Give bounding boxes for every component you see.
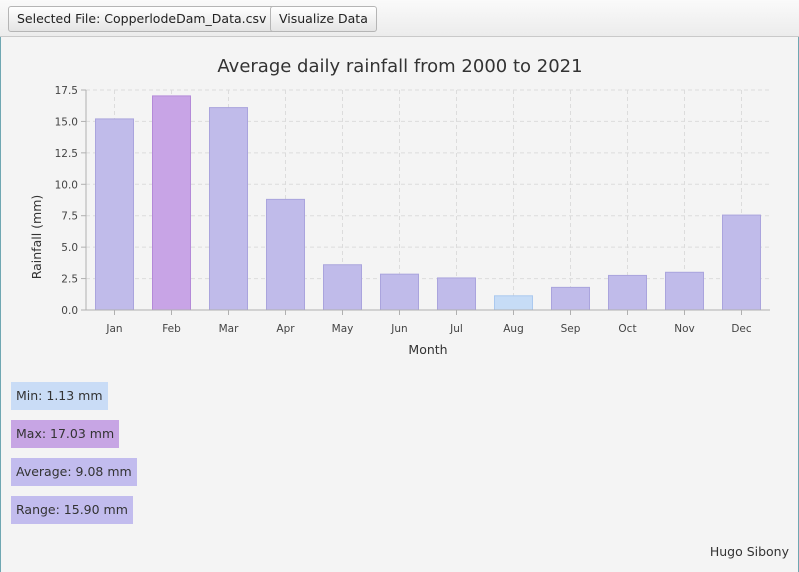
x-tick-label: Sep	[561, 323, 581, 335]
x-tick-label: Jun	[390, 323, 407, 335]
y-tick-label: 0.0	[61, 305, 78, 317]
x-tick-label: Jul	[449, 323, 463, 335]
x-tick-label: Dec	[731, 323, 752, 335]
bar-may	[323, 264, 362, 311]
x-tick-label: Oct	[618, 323, 636, 335]
bar-feb	[152, 95, 191, 311]
y-tick-label: 2.5	[61, 274, 78, 286]
selected-file-button[interactable]: Selected File: CopperlodeDam_Data.csv	[8, 6, 276, 32]
x-axis: Jan Feb Mar Apr May Jun Jul Aug Sep Oct Nov Dec	[86, 309, 770, 335]
y-axis: 0.0 2.5 5.0 7.5 10.0 12.5 15.0 17.5	[55, 85, 87, 317]
bar-jul	[437, 277, 476, 311]
x-tick-label: Mar	[219, 323, 239, 335]
left-border	[0, 37, 1, 572]
y-tick-label: 17.5	[55, 85, 78, 97]
bar-jan	[95, 118, 134, 311]
bar-oct	[608, 274, 647, 311]
average-stat: Average: 9.08 mm	[11, 458, 137, 486]
x-axis-label: Month	[408, 342, 447, 357]
rainfall-bar-chart: Average daily rainfall from 2000 to 2021…	[29, 56, 770, 357]
toolbar: Selected File: CopperlodeDam_Data.csv Vi…	[0, 0, 799, 37]
min-stat: Min: 1.13 mm	[11, 382, 108, 410]
chart-bars	[95, 95, 761, 311]
x-tick-label: Jan	[105, 323, 122, 335]
max-stat: Max: 17.03 mm	[11, 420, 120, 448]
x-tick-label: Nov	[674, 323, 695, 335]
y-tick-label: 15.0	[55, 116, 78, 128]
x-tick-label: Aug	[503, 323, 524, 335]
y-tick-label: 7.5	[61, 211, 78, 223]
author-credit: Hugo Sibony	[709, 544, 789, 559]
x-tick-label: Apr	[276, 323, 295, 335]
visualize-data-button[interactable]: Visualize Data	[270, 6, 377, 32]
y-axis-label: Rainfall (mm)	[29, 195, 44, 280]
x-tick-label: May	[332, 323, 354, 335]
x-tick-label: Feb	[162, 323, 181, 335]
y-tick-label: 12.5	[55, 148, 78, 160]
bar-sep	[551, 286, 590, 311]
bar-apr	[266, 198, 305, 311]
bar-mar	[209, 107, 248, 311]
y-tick-label: 5.0	[61, 242, 78, 254]
bar-jun	[380, 273, 419, 311]
chart-title: Average daily rainfall from 2000 to 2021	[217, 56, 582, 77]
range-stat: Range: 15.90 mm	[11, 496, 133, 524]
bar-aug	[494, 295, 533, 311]
y-tick-label: 10.0	[55, 179, 78, 191]
bar-dec	[722, 214, 761, 311]
bar-nov	[665, 271, 704, 311]
